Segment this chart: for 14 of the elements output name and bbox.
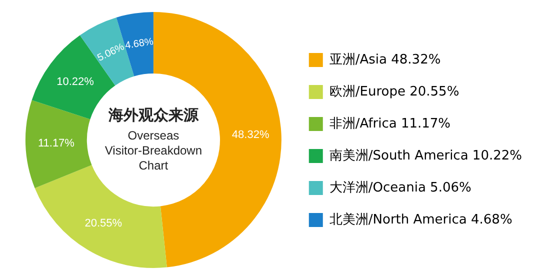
data-label: 48.32% — [232, 128, 270, 141]
legend-label: 欧洲/Europe 20.55% — [329, 84, 460, 100]
legend-label: 大洋洲/Oceania 5.06% — [329, 180, 472, 196]
text: 海外观众来源 — [107, 106, 200, 124]
data-label: 4.68% — [124, 36, 154, 52]
data-label: 10.22% — [56, 76, 94, 88]
text: Overseas Visitor-Breakdown Chart — [104, 128, 202, 172]
legend-label: 南美洲/South America 10.22% — [329, 147, 522, 164]
legend-label: 北美洲/North America 4.68% — [329, 211, 512, 228]
legend-label: 亚洲/Asia 48.32% — [329, 52, 441, 68]
data-label: 20.55% — [84, 217, 122, 230]
data-label: 5.06% — [96, 42, 126, 64]
data-label: 11.17% — [38, 137, 75, 150]
legend-label: 非洲/Africa 11.17% — [329, 116, 451, 132]
